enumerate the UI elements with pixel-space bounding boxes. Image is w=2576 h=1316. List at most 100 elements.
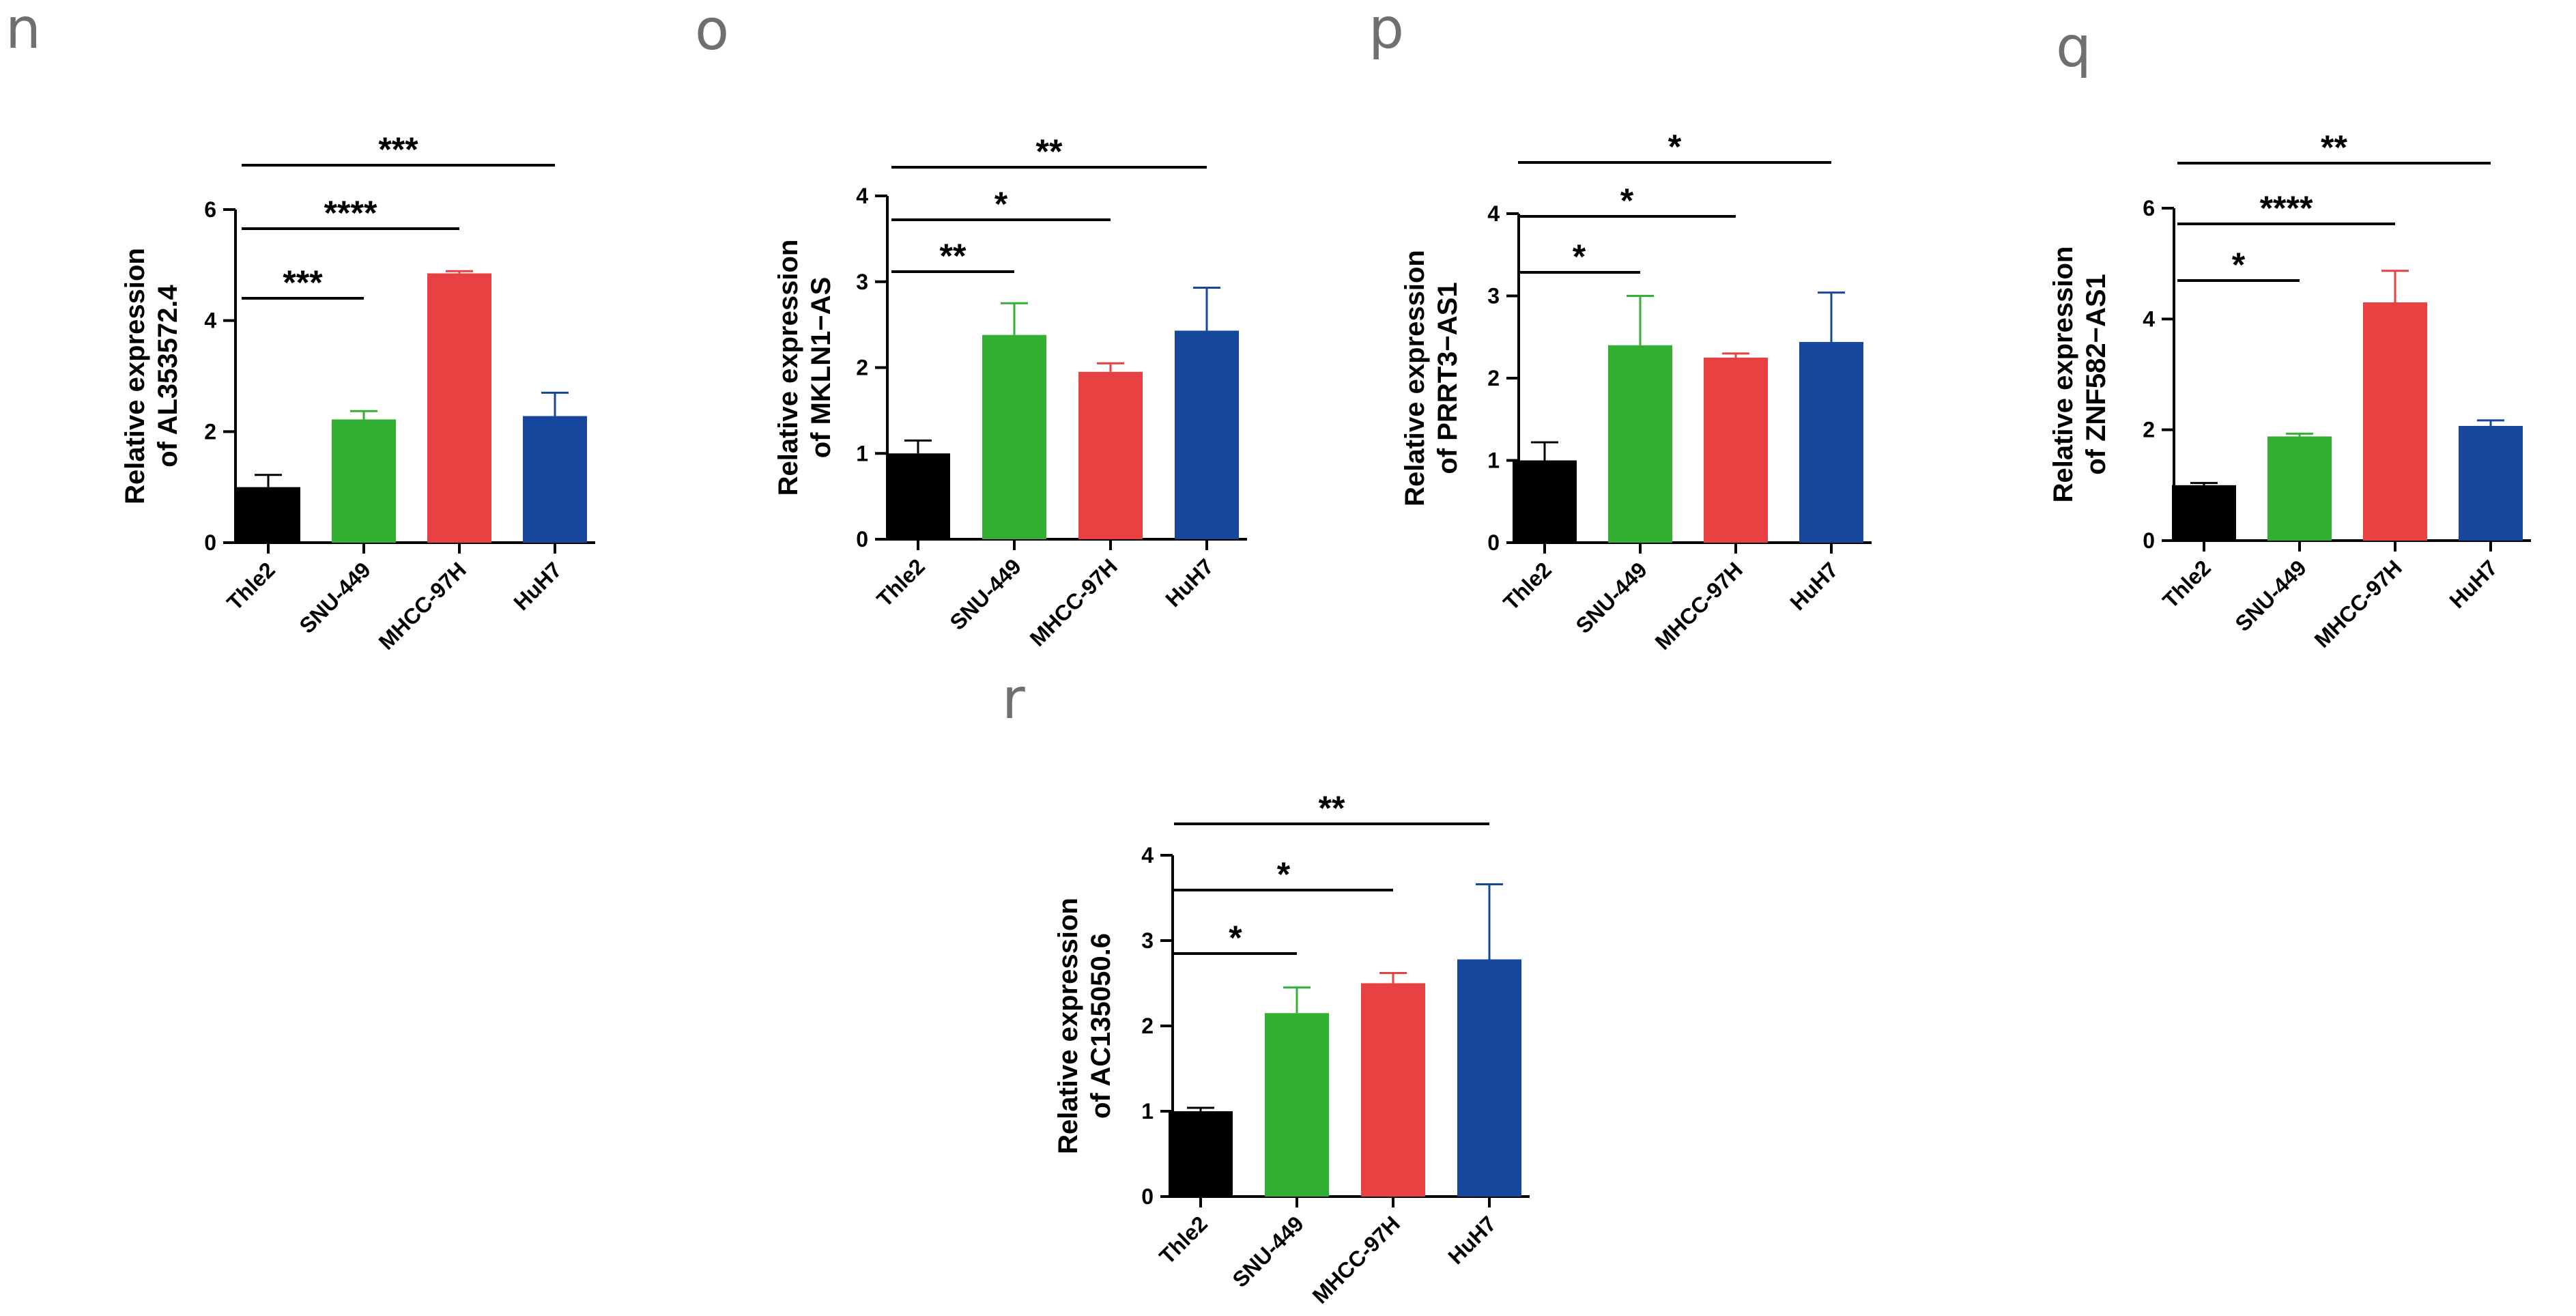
x-tick-label: MHCC-97H xyxy=(2310,555,2407,652)
y-tick-label: 0 xyxy=(2143,528,2155,553)
panel-letter: q xyxy=(2056,15,2091,80)
significance-bracket: * xyxy=(1174,919,1297,957)
x-tick-label: MHCC-97H xyxy=(1025,554,1122,650)
bar-snu-449 xyxy=(332,419,396,543)
panel-letter: p xyxy=(1369,0,1404,61)
y-axis-label-line: of MKLN1−AS xyxy=(806,277,836,459)
significance-label: * xyxy=(1573,238,1586,276)
y-tick-label: 3 xyxy=(1487,284,1500,309)
x-tick-label: HuH7 xyxy=(1785,557,1843,615)
x-tick-label: SNU-449 xyxy=(294,557,375,638)
y-tick-label: 3 xyxy=(1141,928,1154,953)
error-bar-snu-449 xyxy=(1001,302,1028,335)
significance-bracket: * xyxy=(1518,182,1736,220)
significance-label: *** xyxy=(378,130,418,169)
y-tick-label: 2 xyxy=(204,419,216,444)
error-bar-snu-449 xyxy=(2286,432,2313,437)
significance-bracket: * xyxy=(2177,246,2300,284)
bar-mhcc-97h xyxy=(1361,983,1425,1197)
bar-huh7 xyxy=(1799,341,1863,543)
significance-bracket: * xyxy=(1174,855,1393,893)
x-tick-label: SNU-449 xyxy=(1227,1211,1308,1292)
error-bar-mhcc-97h xyxy=(1097,362,1124,372)
y-tick-label: 4 xyxy=(2143,306,2155,331)
error-bar-huh7 xyxy=(1818,291,1845,342)
error-bar-mhcc-97h xyxy=(446,270,473,274)
x-tick-label: MHCC-97H xyxy=(374,557,471,654)
y-tick-label: 4 xyxy=(856,184,868,208)
significance-label: * xyxy=(1277,855,1291,893)
y-tick-label: 1 xyxy=(1141,1099,1154,1124)
chart-panel-n: n 0 2 4 6 Relative expression of AL353572.4 Thl… xyxy=(5,0,595,655)
error-bar-snu-449 xyxy=(350,410,377,420)
bar-mhcc-97h xyxy=(2363,302,2427,541)
bar-snu-449 xyxy=(1265,1013,1329,1197)
y-tick-label: 1 xyxy=(1487,448,1500,473)
y-tick-label: 4 xyxy=(1141,843,1154,868)
bar-huh7 xyxy=(523,416,587,543)
y-axis-label-line: of AL353572.4 xyxy=(153,284,183,467)
significance-label: * xyxy=(2232,246,2246,284)
chart-panel-q: q 0 2 4 6 Relative expression of ZNF582−AS1 Thl… xyxy=(2048,15,2531,653)
bar-huh7 xyxy=(1175,330,1239,539)
error-bar-mhcc-97h xyxy=(1722,352,1749,358)
bar-thle2 xyxy=(1169,1111,1233,1197)
y-tick-label: 2 xyxy=(1487,366,1500,390)
panel-letter: n xyxy=(5,0,41,61)
significance-label: ** xyxy=(1036,132,1063,171)
y-axis-label-line: of ZNF582−AS1 xyxy=(2081,274,2111,475)
error-bar-thle2 xyxy=(1531,441,1558,461)
significance-bracket: ** xyxy=(2177,128,2491,167)
x-tick-label: SNU-449 xyxy=(1571,557,1652,638)
significance-label: * xyxy=(1668,128,1682,166)
bar-mhcc-97h xyxy=(1078,371,1143,539)
error-bar-thle2 xyxy=(1187,1106,1214,1111)
x-tick-label: HuH7 xyxy=(2444,555,2502,613)
significance-bracket: ** xyxy=(891,132,1207,171)
y-tick-label: 0 xyxy=(856,527,868,552)
significance-label: * xyxy=(1620,182,1634,220)
error-bar-thle2 xyxy=(904,439,932,454)
y-tick-label: 1 xyxy=(856,441,868,466)
significance-label: * xyxy=(994,185,1008,223)
chart-panel-o: o 0 1 2 3 4 Relative expression of MKLN1−AS Thle… xyxy=(695,0,1247,651)
x-tick-label: HuH7 xyxy=(1160,554,1218,612)
significance-bracket: * xyxy=(1518,238,1640,276)
significance-label: ** xyxy=(2321,128,2347,167)
significance-label: ** xyxy=(1319,789,1345,827)
error-bar-snu-449 xyxy=(1627,295,1654,345)
error-bar-huh7 xyxy=(1476,883,1503,960)
significance-bracket: ** xyxy=(1174,789,1489,827)
bar-huh7 xyxy=(1457,959,1521,1197)
y-tick-label: 4 xyxy=(1487,201,1500,226)
significance-bracket: *** xyxy=(242,130,555,169)
x-tick-label: Thle2 xyxy=(222,557,280,615)
bar-huh7 xyxy=(2459,425,2523,541)
error-bar-mhcc-97h xyxy=(1379,972,1407,984)
significance-label: **** xyxy=(2260,189,2313,227)
y-axis-label: Relative expression of PRRT3−AS1 xyxy=(1400,250,1463,506)
significance-bracket: **** xyxy=(242,194,459,232)
panel-letter: r xyxy=(1002,667,1025,732)
bar-thle2 xyxy=(236,487,300,543)
y-tick-label: 0 xyxy=(1141,1184,1154,1209)
significance-label: **** xyxy=(324,194,377,232)
bar-thle2 xyxy=(1513,460,1577,543)
x-tick-label: HuH7 xyxy=(1443,1211,1501,1269)
y-tick-label: 6 xyxy=(2143,196,2155,220)
bar-thle2 xyxy=(886,453,950,539)
y-tick-label: 4 xyxy=(204,309,216,333)
error-bar-huh7 xyxy=(2477,419,2504,426)
significance-bracket: *** xyxy=(242,263,364,302)
y-axis-label-line: Relative expression xyxy=(1053,898,1083,1154)
bar-snu-449 xyxy=(982,334,1046,539)
bar-thle2 xyxy=(2172,485,2236,541)
error-bar-thle2 xyxy=(255,474,282,487)
x-tick-label: Thle2 xyxy=(1498,557,1556,615)
bar-snu-449 xyxy=(1608,345,1672,543)
significance-bracket: **** xyxy=(2177,189,2395,227)
x-tick-label: MHCC-97H xyxy=(1308,1211,1405,1308)
error-bar-mhcc-97h xyxy=(2381,270,2409,302)
x-tick-label: Thle2 xyxy=(1154,1211,1212,1269)
